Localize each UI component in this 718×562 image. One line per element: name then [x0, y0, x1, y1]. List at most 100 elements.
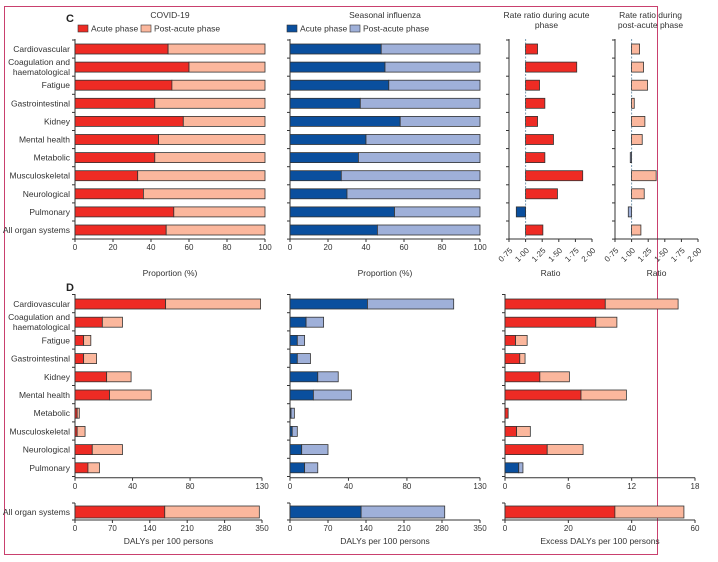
c-rr-acute-bar: [515, 206, 527, 218]
c-flu-bar-post-acute: [357, 152, 481, 164]
c-flu-bar-post-acute: [388, 79, 481, 91]
c-rr-post-x-tick-label: 0·75: [603, 246, 621, 264]
d-covid-bar-post-acute: [106, 371, 132, 383]
d-excess-total-x-tick-label: 60: [691, 524, 700, 533]
category-label: Coagulation and: [8, 57, 70, 67]
d-covid-total-x-tick-label: 350: [255, 524, 269, 533]
d-excess-bar-acute: [504, 353, 521, 365]
c-flu-bar-acute: [289, 61, 386, 73]
d-flu-bar-post-acute: [304, 462, 319, 474]
d-excess-bar-post-acute: [518, 462, 524, 474]
c-covid-bar-post-acute: [188, 61, 266, 73]
c-rr-acute-bar: [525, 61, 578, 73]
c-covid-x-tick-label: 100: [258, 243, 272, 252]
d-excess-x-tick-label: 12: [627, 482, 636, 491]
c-rr-post-bar: [629, 152, 632, 164]
c-rr-post-x-tick-label: 2·00: [686, 246, 704, 264]
d-excess-bar-acute: [504, 425, 518, 437]
d-flu-total-x-tick-label: 140: [359, 524, 373, 533]
d-flu-bar-post-acute: [296, 334, 306, 346]
d-covid-total-x-tick-label: 0: [73, 524, 78, 533]
c-covid-bar-acute: [74, 61, 190, 73]
c-covid-bar-acute: [74, 43, 169, 55]
d-covid-bar-acute: [74, 371, 108, 383]
d-covid-bar-post-acute: [76, 407, 80, 419]
d-excess-bar-post-acute: [515, 334, 528, 346]
c-flu-bar-post-acute: [359, 97, 481, 109]
category-label: Cardiovascular: [13, 44, 70, 54]
c-flu-bar-post-acute: [376, 224, 481, 236]
c-rr-acute-bar: [525, 152, 546, 164]
d-flu-bar-acute: [289, 334, 298, 346]
category-label: haematological: [13, 67, 70, 77]
c-rr-post-x-tick-label: 1·75: [669, 246, 687, 264]
c-rr-post-x-tick-label: 1·00: [619, 246, 637, 264]
d-covid-bar-post-acute: [83, 334, 92, 346]
c-rr-post-bar: [631, 188, 645, 200]
d-covid-bar-post-acute: [109, 389, 152, 401]
c-covid-bar-acute: [74, 97, 156, 109]
c-flu-x-axis-label: Proportion (%): [358, 268, 413, 278]
c-covid-x-tick-label: 60: [185, 243, 194, 252]
d-flu-total-x-tick-label: 350: [473, 524, 487, 533]
d-flu-x-axis-label: DALYs per 100 persons: [340, 536, 430, 546]
d-excess-bar-acute: [504, 389, 582, 401]
c-rr-acute-x-axis-label: Ratio: [541, 268, 561, 278]
c-covid-bar-post-acute: [165, 224, 266, 236]
c-flu-x-tick-label: 0: [288, 243, 293, 252]
c-covid-x-axis-label: Proportion (%): [143, 268, 198, 278]
c-rr-post-x-tick-label: 1·50: [653, 246, 671, 264]
d-excess-bar-acute: [504, 371, 541, 383]
d-flu-bar-acute: [289, 444, 303, 456]
d-excess-total-x-tick-label: 20: [564, 524, 573, 533]
c-rr-acute-x-tick-label: 1·50: [547, 246, 565, 264]
c-rr-acute-bar: [525, 97, 546, 109]
c-rr-post-bar: [631, 43, 640, 55]
d-flu-total-bar-acute: [289, 505, 362, 519]
d-covid-bar-acute: [74, 316, 103, 328]
figure-frame: [4, 6, 658, 555]
d-covid-x-tick-label: 130: [255, 482, 269, 491]
c-rr-acute-x-tick-label: 1·00: [513, 246, 531, 264]
c-rr-post-bar: [631, 79, 648, 91]
d-flu-total-x-tick-label: 210: [397, 524, 411, 533]
category-label: All organ systems: [3, 225, 70, 235]
c-covid-x-tick-label: 40: [147, 243, 156, 252]
c-covid-bar-acute: [74, 224, 167, 236]
d-excess-bar-post-acute: [580, 389, 627, 401]
c-rr-post-bar: [631, 170, 657, 182]
d-flu-bar-post-acute: [296, 353, 311, 365]
c-rr-acute-bar: [525, 79, 540, 91]
c-flu-bar-post-acute: [394, 206, 481, 218]
c-flu-bar-acute: [289, 97, 361, 109]
c-rr-acute-title: phase: [535, 20, 558, 30]
c-flu-bar-post-acute: [365, 134, 481, 145]
d-excess-bar-acute: [504, 298, 606, 310]
c-rr-acute-bar: [525, 170, 584, 182]
c-rr-acute-x-tick-label: 2·00: [580, 246, 598, 264]
c-rr-post-bar: [631, 224, 642, 236]
category-label: All organ systems: [3, 507, 70, 517]
c-covid-bar-post-acute: [171, 79, 266, 91]
d-excess-x-tick-label: 0: [503, 482, 508, 491]
d-excess-bar-acute: [504, 462, 520, 474]
d-covid-bar-acute: [74, 462, 89, 474]
d-flu-total-bar-post-acute: [360, 505, 446, 519]
d-excess-x-tick-label: 18: [691, 482, 700, 491]
d-covid-total-x-tick-label: 70: [108, 524, 117, 533]
category-label: Musculoskeletal: [10, 426, 71, 436]
d-covid-x-tick-label: 80: [186, 482, 195, 491]
d-covid-bar-post-acute: [91, 444, 123, 456]
d-flu-total-x-tick-label: 70: [324, 524, 333, 533]
c-flu-bar-acute: [289, 116, 401, 127]
c-flu-legend-swatch-acute: [286, 24, 298, 33]
c-covid-x-tick-label: 20: [109, 243, 118, 252]
d-covid-bar-post-acute: [165, 298, 261, 310]
d-excess-bar-acute: [504, 316, 597, 328]
d-excess-bar-acute: [504, 334, 516, 346]
c-flu-legend-label-acute: Acute phase: [300, 24, 348, 34]
c-covid-bar-post-acute: [142, 188, 266, 200]
category-label: Coagulation and: [8, 312, 70, 322]
c-rr-acute-bar: [525, 188, 558, 200]
